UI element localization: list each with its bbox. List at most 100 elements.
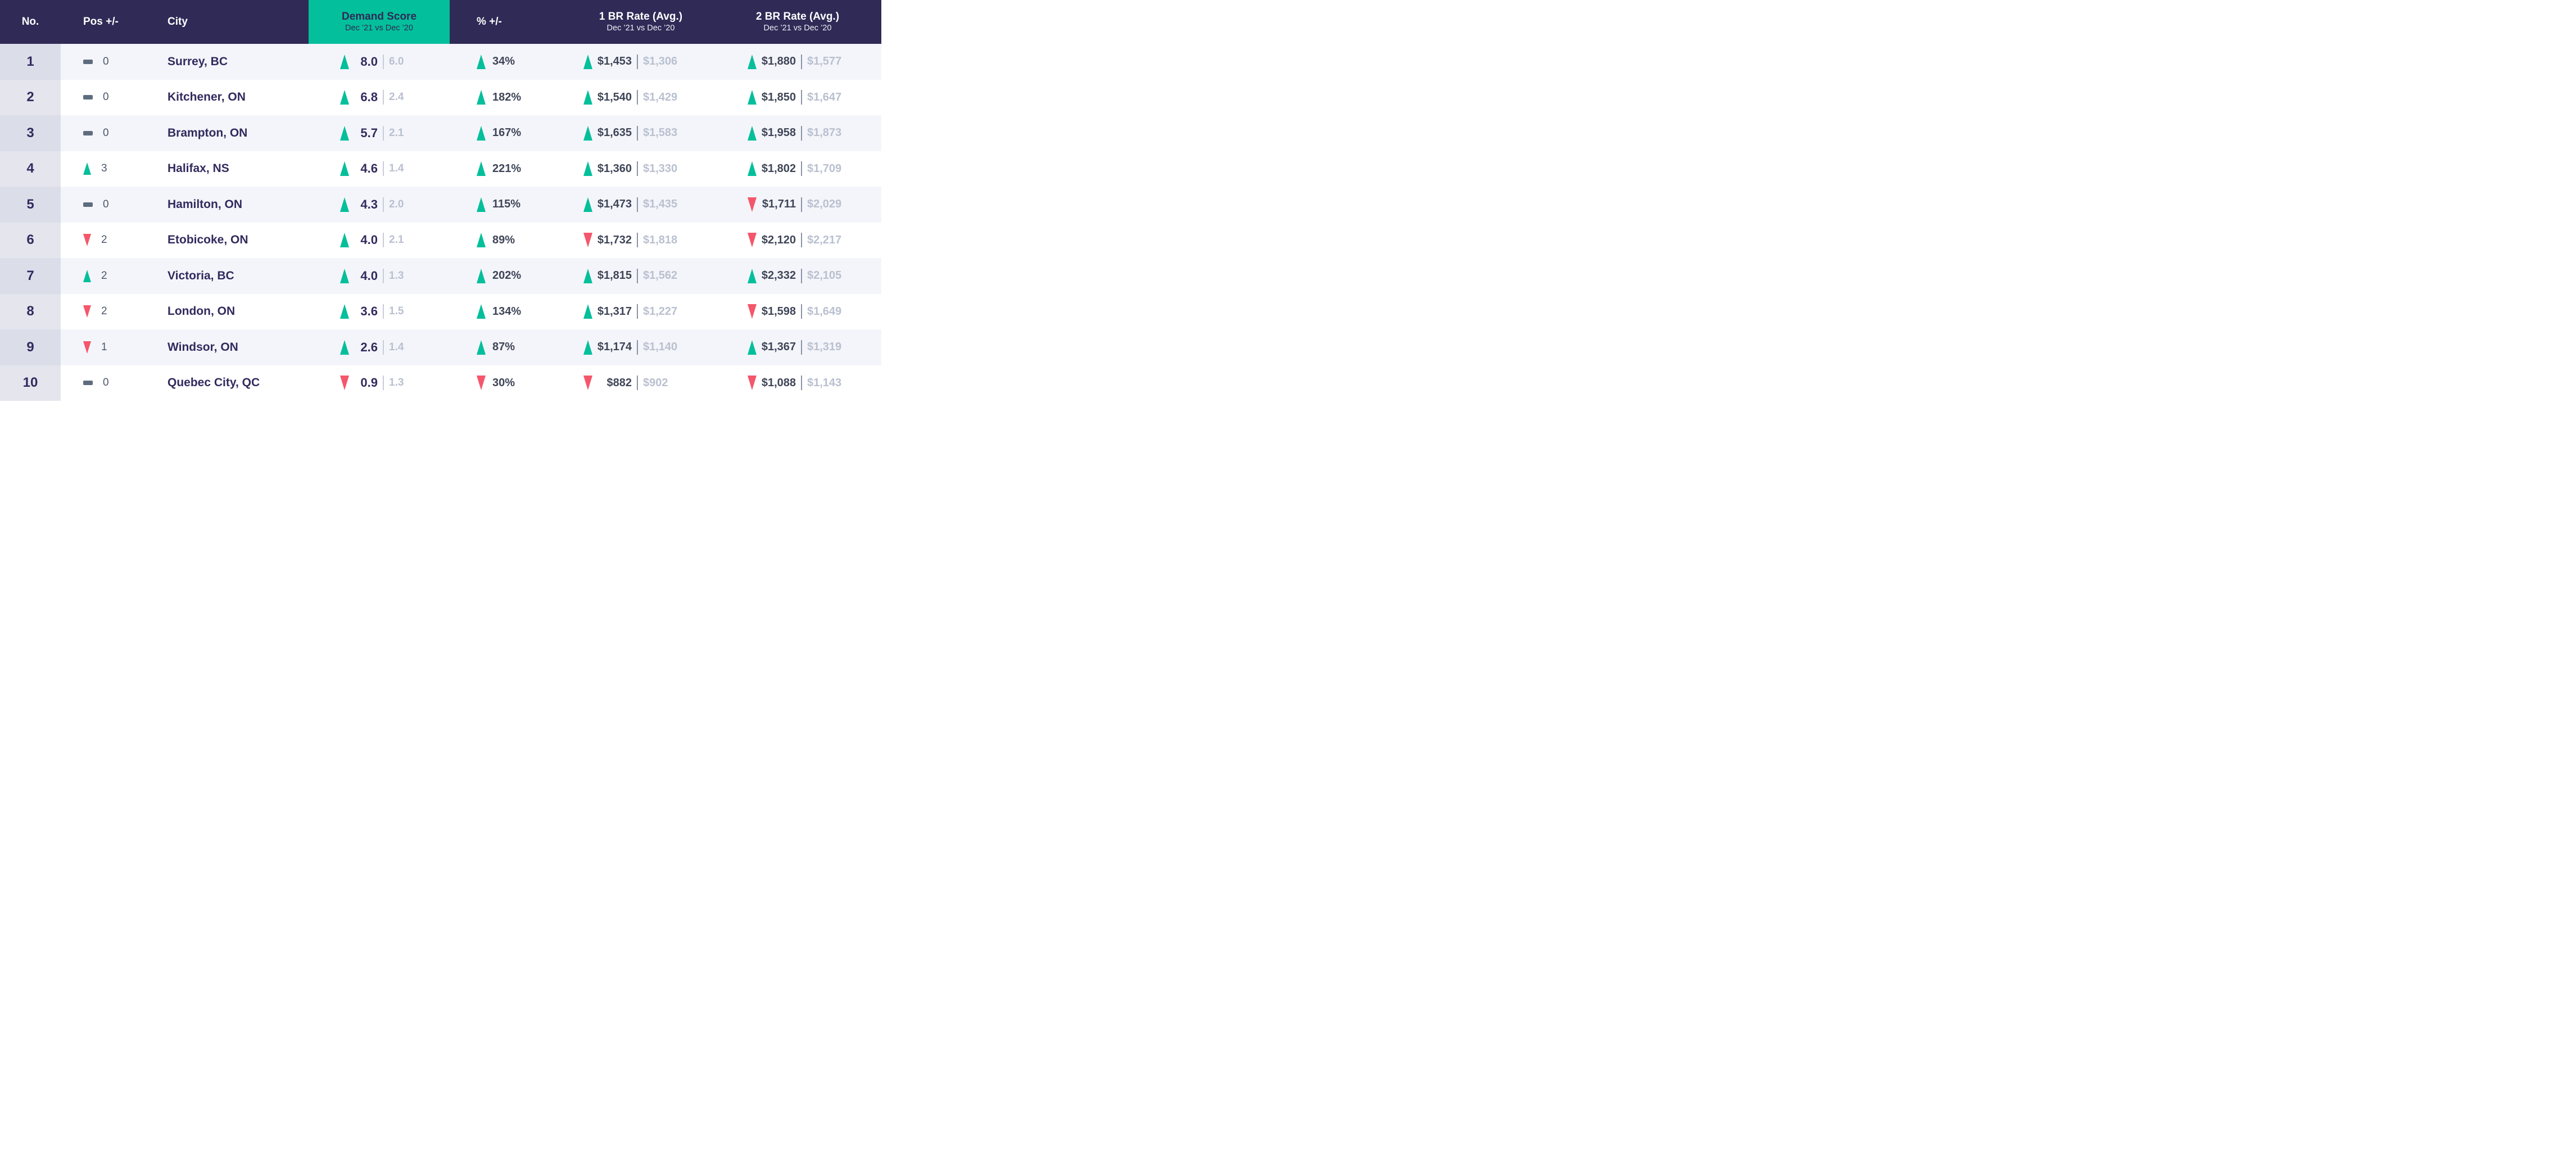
table-row: 1 0 Surrey, BC 8.0 6.0 34% $1,453 $1,306 $…	[0, 44, 881, 80]
city-name: Brampton, ON	[167, 126, 248, 139]
table-header-row: No. Pos +/- City Demand Score Dec ’21 vs…	[0, 0, 881, 44]
two-br-previous: $1,873	[807, 126, 842, 139]
position-change-value: 0	[103, 91, 109, 103]
two-br-previous: $2,217	[807, 233, 842, 246]
city-name: Halifax, NS	[167, 162, 229, 175]
table-row: 7 2 Victoria, BC 4.0 1.3 202% $1,815 $1,56…	[0, 258, 881, 294]
rank-cell: 7	[0, 258, 61, 294]
rank-cell: 10	[0, 365, 61, 401]
percent-change-value: 182%	[492, 91, 522, 103]
rank-value: 4	[26, 161, 34, 177]
percent-change-cell: 221%	[450, 151, 568, 187]
trend-down-icon	[583, 376, 592, 391]
trend-up-icon	[583, 161, 592, 177]
value-divider	[637, 233, 638, 248]
trend-down-icon	[748, 376, 757, 391]
one-br-previous: $1,306	[643, 55, 678, 68]
trend-down-icon	[583, 233, 592, 248]
one-br-current: $1,473	[597, 198, 632, 211]
value-divider	[637, 54, 638, 69]
value-divider	[801, 125, 802, 141]
value-divider	[383, 54, 384, 69]
percent-change-cell: 167%	[450, 115, 568, 151]
demand-score-table: No. Pos +/- City Demand Score Dec ’21 vs…	[0, 0, 881, 401]
trend-up-icon	[340, 90, 349, 105]
one-br-rate-cell: $1,174 $1,140	[568, 329, 714, 365]
score-current: 8.0	[360, 54, 378, 69]
value-divider	[383, 233, 384, 248]
value-divider	[637, 197, 638, 212]
one-br-rate-cell: $1,473 $1,435	[568, 187, 714, 223]
trend-up-icon	[340, 197, 349, 212]
two-br-rate-cell: $1,850 $1,647	[714, 80, 881, 116]
trend-up-icon	[477, 233, 486, 248]
no-change-icon	[83, 381, 93, 386]
value-divider	[383, 90, 384, 105]
position-change-value: 2	[101, 234, 107, 246]
one-br-current: $1,635	[597, 126, 632, 139]
trend-up-icon	[340, 233, 349, 248]
percent-change-value: 115%	[492, 198, 521, 211]
two-br-current: $2,120	[761, 233, 796, 246]
value-divider	[637, 304, 638, 319]
city-name: Etobicoke, ON	[167, 233, 248, 247]
score-current: 6.8	[360, 90, 378, 105]
city-cell: Windsor, ON	[167, 329, 309, 365]
one-br-rate-cell: $1,453 $1,306	[568, 44, 714, 80]
city-cell: Halifax, NS	[167, 151, 309, 187]
rank-value: 8	[26, 304, 34, 319]
column-header-2br-rate: 2 BR Rate (Avg.) Dec ’21 vs Dec ’20	[714, 0, 881, 44]
position-change-value: 0	[103, 377, 109, 389]
column-header-no-label: No.	[21, 16, 39, 28]
trend-up-icon	[583, 340, 592, 355]
rank-cell: 5	[0, 187, 61, 223]
one-br-previous: $1,227	[643, 305, 678, 318]
trend-up-icon	[748, 161, 757, 177]
demand-score-cell: 4.0 2.1	[309, 223, 450, 259]
rank-value: 1	[26, 53, 34, 69]
trend-up-icon	[748, 268, 757, 283]
rank-cell: 2	[0, 79, 61, 115]
score-current: 4.3	[360, 197, 378, 211]
table-row: 3 0 Brampton, ON 5.7 2.1 167% $1,635 $1,58…	[0, 115, 881, 151]
percent-change-value: 34%	[492, 55, 515, 68]
column-header-city: City	[167, 0, 309, 44]
value-divider	[637, 125, 638, 141]
city-name: London, ON	[167, 305, 236, 318]
demand-score-cell: 4.0 1.3	[309, 258, 450, 294]
one-br-previous: $902	[643, 376, 668, 389]
position-change-value: 1	[101, 341, 107, 353]
percent-change-cell: 134%	[450, 294, 568, 330]
value-divider	[383, 340, 384, 355]
trend-down-icon	[340, 376, 349, 391]
trend-up-icon	[83, 162, 91, 175]
trend-up-icon	[340, 268, 349, 283]
column-header-demand-score-label: Demand Score	[341, 10, 417, 22]
demand-score-cell: 6.8 2.4	[309, 80, 450, 116]
score-current: 4.0	[360, 268, 378, 283]
two-br-previous: $1,319	[807, 341, 842, 354]
one-br-current: $1,174	[597, 341, 632, 354]
value-divider	[383, 268, 384, 283]
one-br-current: $1,815	[597, 269, 632, 282]
two-br-current: $1,598	[761, 305, 796, 318]
city-name: Kitchener, ON	[167, 91, 246, 104]
one-br-previous: $1,429	[643, 91, 678, 103]
position-change-cell: 0	[61, 80, 167, 116]
two-br-rate-cell: $1,711 $2,029	[714, 187, 881, 223]
score-current: 0.9	[360, 376, 378, 390]
rank-value: 3	[26, 125, 34, 141]
city-name: Hamilton, ON	[167, 197, 243, 211]
one-br-previous: $1,583	[643, 126, 678, 139]
trend-down-icon	[477, 376, 486, 391]
position-change-value: 0	[103, 126, 109, 139]
two-br-previous: $1,577	[807, 55, 842, 68]
value-divider	[801, 304, 802, 319]
one-br-current: $1,317	[597, 305, 632, 318]
column-header-1br-rate: 1 BR Rate (Avg.) Dec ’21 vs Dec ’20	[568, 0, 714, 44]
one-br-current: $1,732	[597, 233, 632, 246]
column-header-city-label: City	[167, 16, 188, 28]
trend-up-icon	[583, 125, 592, 141]
city-name: Surrey, BC	[167, 55, 228, 68]
trend-up-icon	[340, 125, 349, 141]
